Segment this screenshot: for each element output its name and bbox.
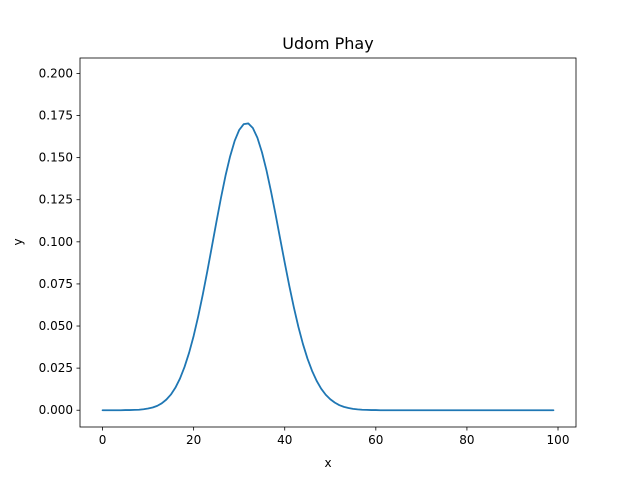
y-tick-label: 0.000	[39, 403, 73, 417]
x-tick-label: 100	[547, 433, 570, 447]
x-axis-ticks: 0 20 40 60 80 100	[99, 427, 570, 447]
x-tick-label: 80	[459, 433, 474, 447]
x-tick-label: 40	[277, 433, 292, 447]
y-tick-label: 0.125	[39, 193, 73, 207]
plot-frame	[79, 57, 577, 428]
y-tick-label: 0.025	[39, 361, 73, 375]
y-tick-label: 0.150	[39, 151, 73, 165]
y-tick-label: 0.050	[39, 319, 73, 333]
y-axis-label: y	[11, 238, 25, 245]
series-layer	[101, 122, 555, 412]
y-tick-label: 0.075	[39, 277, 73, 291]
chart-title: Udom Phay	[282, 34, 373, 53]
x-tick-label: 20	[186, 433, 201, 447]
series-line	[101, 122, 555, 412]
y-axis-ticks: 0.000 0.025 0.050 0.075 0.100 0.125 0.150 0.175…	[39, 66, 80, 417]
x-tick-label: 0	[99, 433, 107, 447]
x-tick-label: 60	[368, 433, 383, 447]
y-tick-label: 0.200	[39, 66, 73, 80]
x-axis-label: x	[324, 456, 331, 470]
y-tick-label: 0.100	[39, 235, 73, 249]
y-tick-label: 0.175	[39, 109, 73, 123]
